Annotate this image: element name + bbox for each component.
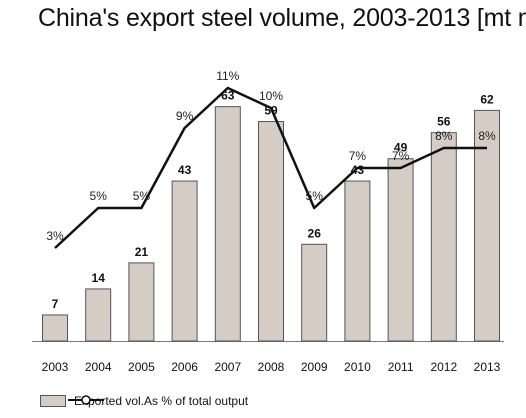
line-value-label: 7% [349,149,367,163]
legend-swatch-line [68,395,104,405]
legend-label-bars: Exported vol. [74,394,145,408]
bar [42,314,68,342]
bar-value-label: 21 [135,245,149,259]
line-value-label: 7% [392,149,410,163]
x-tick-label: 2003 [42,360,69,374]
x-tick-label: 2004 [85,360,112,374]
x-tick-label: 2009 [301,360,328,374]
bar [128,262,155,342]
bar [258,121,284,342]
line-value-label: 10% [259,89,283,103]
bar [301,243,328,342]
bar [387,158,414,342]
line-value-label: 11% [216,69,239,83]
line-value-label: 5% [306,189,324,203]
x-tick-label: 2005 [128,360,155,374]
x-tick-label: 2008 [258,360,285,374]
x-tick-label: 2011 [388,360,414,374]
x-tick-label: 2007 [214,360,241,374]
bar-value-label: 26 [308,226,322,240]
line-value-label: 3% [46,229,64,243]
line-series [54,86,487,249]
bar-value-label: 14 [92,271,106,285]
bar [474,109,500,342]
line-value-label: 8% [478,129,496,143]
bar-value-label: 56 [437,115,451,129]
bar-value-label: 43 [351,163,365,177]
bar-value-label: 59 [264,104,278,118]
line-value-label: 5% [90,189,108,203]
bar [214,106,241,342]
bar-value-label: 43 [178,163,192,177]
line-value-label: 5% [133,189,151,203]
line-value-label: 9% [176,109,194,123]
line-value-label: 8% [435,129,453,143]
bar-value-label: 63 [221,89,235,103]
chart-title: China's export steel volume, 2003-2013 [… [38,4,526,32]
bar-value-label: 49 [394,141,408,155]
x-tick-label: 2013 [474,360,501,374]
x-tick-label: 2012 [430,360,457,374]
bar-value-label: 7 [52,297,59,311]
x-tick-label: 2006 [171,360,198,374]
bar [85,288,112,342]
legend-swatch-bars [40,395,66,407]
x-tick-label: 2010 [344,360,371,374]
bar [171,180,198,342]
bar [430,132,457,342]
legend-label-line: As % of total output [144,394,249,408]
legend: Exported vol. As % of total output [40,394,248,408]
bar [344,180,371,342]
bar-value-label: 62 [480,92,494,106]
